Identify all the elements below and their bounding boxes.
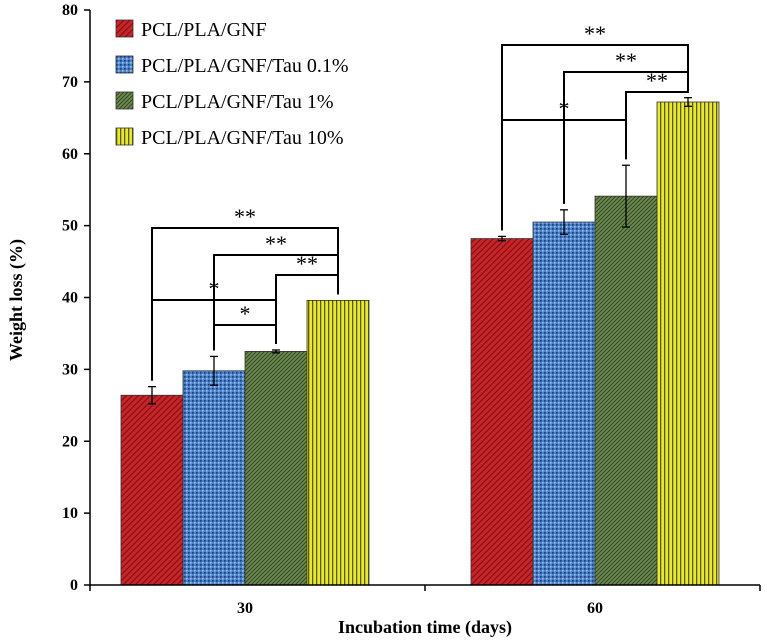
significance-layer: ***************	[151, 21, 689, 381]
significance-bracket	[501, 44, 689, 231]
legend: PCL/PLA/GNF PCL/PLA/GNF/Tau 0.1% PCL/PLA/G…	[115, 19, 349, 149]
legend-label-3: PCL/PLA/GNF/Tau 1%	[141, 91, 334, 113]
significance-label: **	[646, 68, 668, 93]
significance-label: *	[240, 301, 251, 326]
x-tick-label: 30	[237, 600, 253, 617]
legend-label-4: PCL/PLA/GNF/Tau 10%	[141, 127, 344, 149]
bar-60-1	[470, 238, 534, 586]
axes-layer: 0 10 20 30 40 50 60 70 80 30 60	[62, 2, 761, 617]
legend-swatch-4	[115, 127, 134, 146]
significance-bracket	[625, 91, 689, 160]
significance-label: **	[584, 21, 606, 46]
bars-layer	[120, 97, 720, 586]
y-tick-label: 10	[62, 505, 78, 522]
bar-30-4	[306, 299, 370, 586]
legend-label-2: PCL/PLA/GNF/Tau 0.1%	[141, 55, 349, 77]
significance-bracket	[213, 324, 277, 351]
bar-60-2	[532, 221, 596, 586]
bar-60-3	[594, 195, 658, 586]
y-tick-label: 80	[62, 2, 78, 19]
bar-30-1	[120, 394, 184, 586]
legend-label-1: PCL/PLA/GNF	[141, 19, 267, 41]
x-tick-label: 60	[587, 600, 603, 617]
y-tick-label: 20	[62, 433, 78, 450]
legend-swatch-3	[115, 91, 134, 110]
significance-label: **	[615, 48, 637, 73]
bar-30-2	[182, 370, 246, 586]
y-tick-label: 50	[62, 218, 78, 235]
bar-30-3	[244, 351, 308, 586]
y-tick-label: 0	[70, 577, 78, 594]
bar-60-4	[656, 101, 720, 586]
legend-swatch-1	[115, 19, 134, 38]
y-tick-label: 60	[62, 146, 78, 163]
x-axis-title: Incubation time (days)	[338, 617, 512, 638]
y-tick-label: 30	[62, 361, 78, 378]
significance-label: **	[265, 231, 287, 256]
legend-swatch-2	[115, 55, 134, 74]
y-axis-title: Weight loss (%)	[6, 239, 27, 361]
significance-label: **	[296, 251, 318, 276]
significance-bracket	[151, 227, 339, 381]
y-tick-label: 70	[62, 74, 78, 91]
y-tick-label: 40	[62, 290, 78, 307]
significance-label: **	[234, 204, 256, 229]
